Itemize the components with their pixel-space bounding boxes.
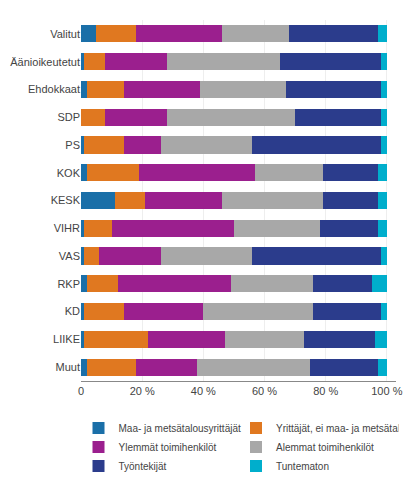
svg-text:Tuntematon: Tuntematon: [276, 461, 329, 472]
svg-text:RKP: RKP: [57, 278, 80, 290]
svg-text:Valitut: Valitut: [50, 28, 80, 40]
svg-text:PS: PS: [65, 139, 80, 151]
svg-text:20 %: 20 %: [130, 385, 155, 397]
svg-text:VAS: VAS: [59, 250, 80, 262]
svg-text:Ehdokkaat: Ehdokkaat: [28, 83, 80, 95]
svg-text:LIIKE: LIIKE: [53, 333, 80, 345]
svg-text:40 %: 40 %: [191, 385, 216, 397]
svg-text:KOK: KOK: [57, 167, 81, 179]
svg-text:Työntekijät: Työntekijät: [119, 461, 167, 472]
svg-text:VIHR: VIHR: [54, 222, 80, 234]
svg-text:0: 0: [78, 385, 84, 397]
svg-text:Muut: Muut: [56, 361, 80, 373]
svg-text:60 %: 60 %: [252, 385, 277, 397]
svg-text:Alemmat toimihenkilöt: Alemmat toimihenkilöt: [276, 442, 374, 453]
svg-text:Maa- ja metsätalousyrittäjät: Maa- ja metsätalousyrittäjät: [119, 423, 241, 434]
svg-text:100 %: 100 %: [371, 385, 402, 397]
svg-text:80 %: 80 %: [313, 385, 338, 397]
svg-text:Äänioikeutetut: Äänioikeutetut: [10, 56, 80, 68]
svg-text:Yrittäjät, ei maa- ja metsätal: Yrittäjät, ei maa- ja metsätal: [276, 423, 399, 434]
svg-text:Ylemmät toimihenkilöt: Ylemmät toimihenkilöt: [119, 442, 217, 453]
svg-text:KESK: KESK: [51, 194, 81, 206]
svg-text:KD: KD: [65, 305, 80, 317]
svg-text:SDP: SDP: [57, 111, 80, 123]
